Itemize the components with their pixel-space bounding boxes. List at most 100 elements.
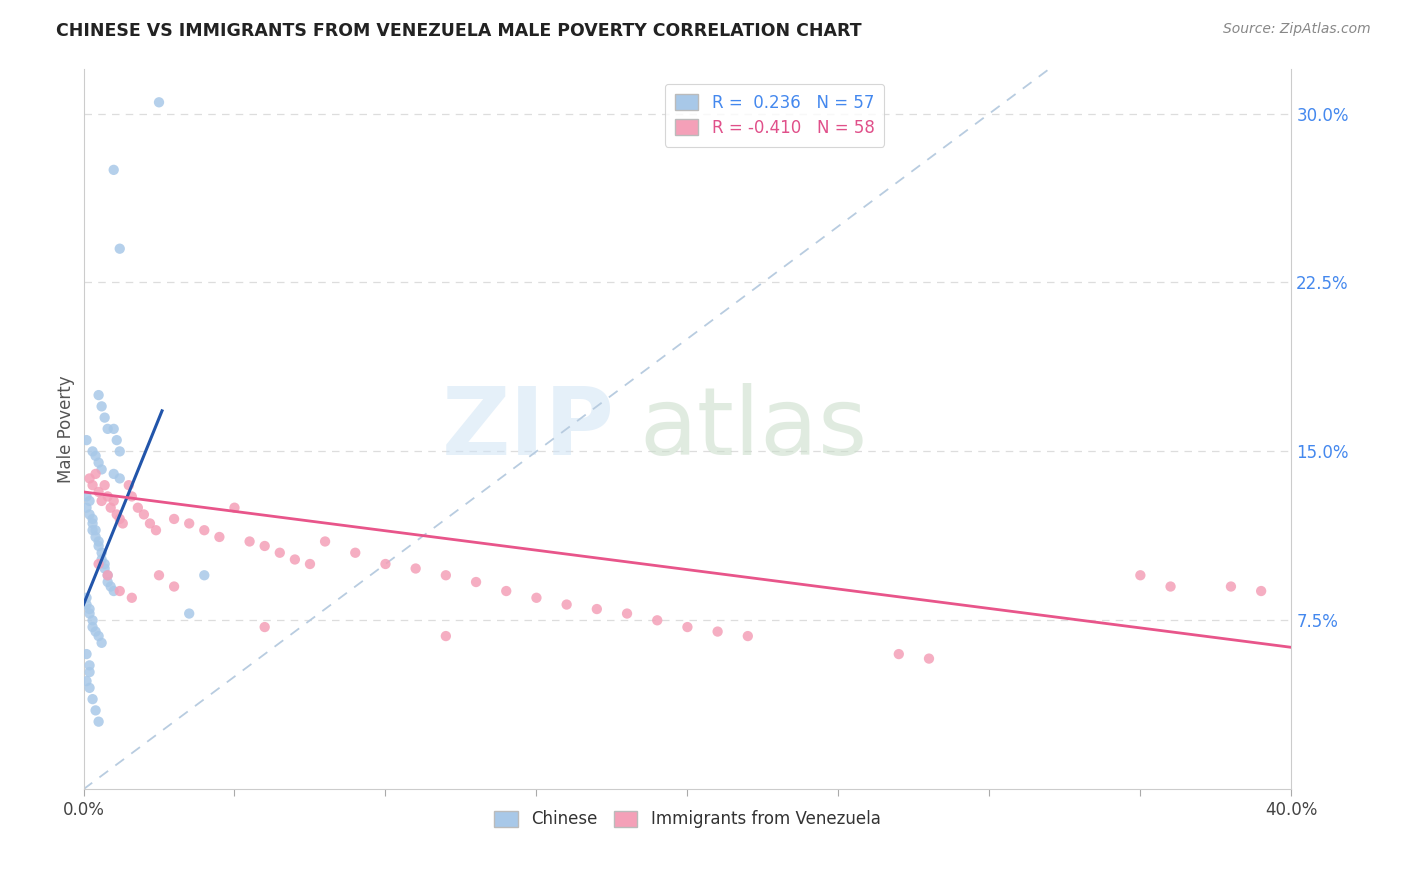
Point: [645, 613, 668, 627]
Point: [76, 490, 98, 504]
Point: [93, 557, 115, 571]
Point: [193, 568, 215, 582]
Y-axis label: Male Poverty: Male Poverty: [58, 375, 75, 483]
Point: [87, 484, 110, 499]
Point: [90, 494, 112, 508]
Point: [97, 568, 120, 582]
Point: [90, 636, 112, 650]
Point: [163, 512, 186, 526]
Point: [79, 681, 101, 695]
Point: [100, 580, 122, 594]
Point: [93, 561, 115, 575]
Point: [163, 580, 186, 594]
Point: [434, 629, 457, 643]
Point: [79, 658, 101, 673]
Point: [374, 557, 396, 571]
Point: [82, 478, 104, 492]
Point: [87, 557, 110, 571]
Point: [82, 523, 104, 537]
Point: [121, 490, 143, 504]
Point: [76, 433, 98, 447]
Point: [139, 516, 162, 531]
Point: [82, 512, 104, 526]
Point: [224, 500, 246, 515]
Point: [93, 410, 115, 425]
Point: [405, 561, 427, 575]
Point: [87, 534, 110, 549]
Point: [706, 624, 728, 639]
Point: [887, 647, 910, 661]
Point: [100, 500, 122, 515]
Point: [465, 574, 488, 589]
Point: [1219, 580, 1241, 594]
Point: [97, 422, 120, 436]
Point: [103, 422, 125, 436]
Point: [676, 620, 699, 634]
Point: [269, 546, 291, 560]
Legend: Chinese, Immigrants from Venezuela: Chinese, Immigrants from Venezuela: [488, 804, 887, 835]
Point: [90, 400, 112, 414]
Point: [103, 467, 125, 481]
Point: [179, 516, 201, 531]
Point: [1250, 584, 1272, 599]
Point: [616, 607, 638, 621]
Point: [108, 512, 131, 526]
Point: [97, 490, 120, 504]
Point: [87, 714, 110, 729]
Point: [737, 629, 759, 643]
Point: [79, 602, 101, 616]
Point: [87, 456, 110, 470]
Point: [148, 568, 170, 582]
Point: [132, 508, 155, 522]
Point: [103, 494, 125, 508]
Point: [97, 574, 120, 589]
Point: [105, 508, 128, 522]
Point: [127, 500, 149, 515]
Point: [108, 242, 131, 256]
Point: [103, 584, 125, 599]
Point: [87, 539, 110, 553]
Point: [97, 568, 120, 582]
Point: [526, 591, 548, 605]
Point: [111, 516, 134, 531]
Point: [108, 444, 131, 458]
Point: [1129, 568, 1152, 582]
Point: [82, 692, 104, 706]
Point: [90, 552, 112, 566]
Point: [918, 651, 941, 665]
Point: [344, 546, 367, 560]
Point: [87, 629, 110, 643]
Point: [76, 674, 98, 689]
Point: [284, 552, 307, 566]
Point: [1160, 580, 1182, 594]
Point: [118, 478, 141, 492]
Point: [253, 539, 276, 553]
Point: [108, 471, 131, 485]
Point: [82, 516, 104, 531]
Point: [239, 534, 262, 549]
Point: [103, 162, 125, 177]
Point: [93, 478, 115, 492]
Point: [79, 508, 101, 522]
Point: [434, 568, 457, 582]
Point: [90, 546, 112, 560]
Point: [105, 433, 128, 447]
Point: [108, 584, 131, 599]
Point: [79, 494, 101, 508]
Point: [84, 530, 107, 544]
Point: [82, 613, 104, 627]
Point: [495, 584, 517, 599]
Point: [82, 620, 104, 634]
Point: [314, 534, 336, 549]
Point: [76, 500, 98, 515]
Point: [84, 467, 107, 481]
Point: [76, 591, 98, 605]
Point: [76, 647, 98, 661]
Text: atlas: atlas: [640, 383, 868, 475]
Point: [193, 523, 215, 537]
Point: [84, 523, 107, 537]
Point: [84, 703, 107, 717]
Point: [79, 607, 101, 621]
Point: [90, 462, 112, 476]
Point: [79, 665, 101, 679]
